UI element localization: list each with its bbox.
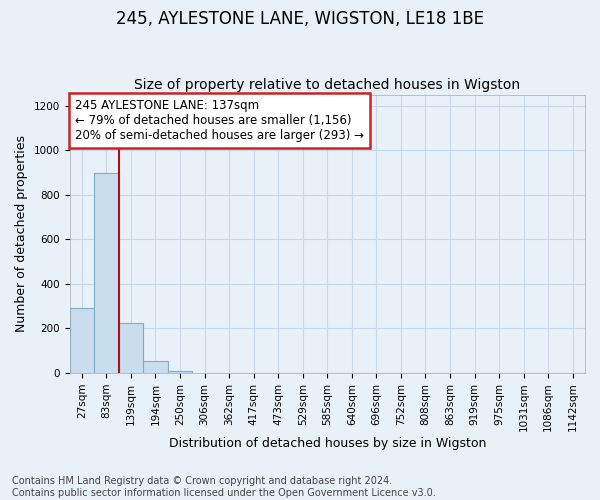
- Bar: [168, 370, 192, 373]
- Title: Size of property relative to detached houses in Wigston: Size of property relative to detached ho…: [134, 78, 520, 92]
- Y-axis label: Number of detached properties: Number of detached properties: [15, 136, 28, 332]
- X-axis label: Distribution of detached houses by size in Wigston: Distribution of detached houses by size …: [169, 437, 486, 450]
- Text: Contains HM Land Registry data © Crown copyright and database right 2024.
Contai: Contains HM Land Registry data © Crown c…: [12, 476, 436, 498]
- Bar: [94, 172, 119, 373]
- Bar: [143, 360, 168, 373]
- Text: 245 AYLESTONE LANE: 137sqm
← 79% of detached houses are smaller (1,156)
20% of s: 245 AYLESTONE LANE: 137sqm ← 79% of deta…: [74, 98, 364, 142]
- Text: 245, AYLESTONE LANE, WIGSTON, LE18 1BE: 245, AYLESTONE LANE, WIGSTON, LE18 1BE: [116, 10, 484, 28]
- Bar: [119, 323, 143, 373]
- Bar: [70, 308, 94, 373]
